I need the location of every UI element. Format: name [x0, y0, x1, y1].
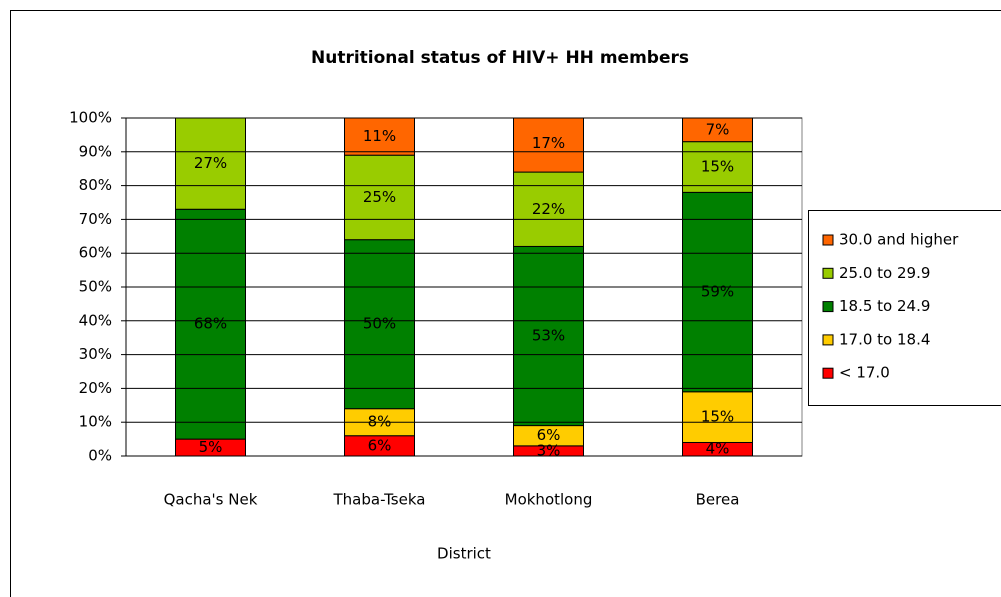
- data-label: 25%: [363, 188, 396, 206]
- y-tick-label: 70%: [79, 210, 112, 228]
- data-label: 3%: [537, 441, 561, 459]
- bar-segment: [682, 118, 753, 143]
- data-label: 11%: [363, 127, 396, 145]
- data-label: 17%: [532, 134, 565, 152]
- data-label: 59%: [701, 283, 734, 301]
- y-tick-label: 80%: [79, 176, 112, 194]
- legend-swatch: [822, 267, 834, 279]
- data-label: 4%: [706, 440, 730, 458]
- y-tick-label: 10%: [79, 413, 112, 431]
- bar-segment: [513, 118, 584, 173]
- y-tick-label: 30%: [79, 345, 112, 363]
- bar-segment: [344, 118, 415, 156]
- legend-label: 30.0 and higher: [839, 231, 959, 249]
- bar-segment: [175, 208, 246, 440]
- bar-segment: [513, 245, 584, 427]
- data-label: 68%: [194, 315, 227, 333]
- legend-swatch: [822, 367, 834, 379]
- legend-swatch: [822, 301, 834, 313]
- data-label: 5%: [199, 438, 223, 456]
- data-label: 8%: [368, 413, 392, 431]
- legend-label: 25.0 to 29.9: [839, 264, 930, 282]
- legend-label: 17.0 to 18.4: [839, 330, 930, 348]
- legend: [808, 210, 1001, 406]
- y-tick-label: 100%: [69, 109, 112, 127]
- y-tick-label: 20%: [79, 379, 112, 397]
- x-tick-label: Thaba-Tseka: [333, 491, 426, 509]
- y-tick-label: 60%: [79, 244, 112, 262]
- data-label: 50%: [363, 315, 396, 333]
- data-label: 27%: [194, 154, 227, 172]
- x-axis-label: District: [437, 545, 491, 563]
- data-label: 15%: [701, 158, 734, 176]
- bar-segment: [682, 191, 753, 393]
- legend-label: 18.5 to 24.9: [839, 297, 930, 315]
- y-tick-label: 90%: [79, 142, 112, 160]
- x-tick-label: Berea: [696, 491, 740, 509]
- data-label: 22%: [532, 200, 565, 218]
- bar-segment: [344, 154, 415, 241]
- legend-label: < 17.0: [839, 364, 890, 382]
- chart-title: Nutritional status of HIV+ HH members: [311, 48, 689, 68]
- legend-swatch: [822, 234, 834, 246]
- data-label: 15%: [701, 408, 734, 426]
- y-tick-label: 0%: [88, 447, 112, 465]
- bar-segment: [175, 118, 246, 210]
- x-tick-label: Qacha's Nek: [164, 491, 258, 509]
- bar-segment: [344, 239, 415, 410]
- y-tick-label: 40%: [79, 311, 112, 329]
- x-tick-label: Mokhotlong: [505, 491, 593, 509]
- legend-swatch: [822, 334, 834, 346]
- y-tick-label: 50%: [79, 278, 112, 296]
- data-label: 6%: [537, 426, 561, 444]
- bars: [175, 118, 753, 456]
- data-label: 53%: [532, 327, 565, 345]
- data-label: 7%: [706, 120, 730, 138]
- bar-segment: [682, 391, 753, 443]
- bar-segment: [513, 171, 584, 247]
- data-label: 6%: [368, 436, 392, 454]
